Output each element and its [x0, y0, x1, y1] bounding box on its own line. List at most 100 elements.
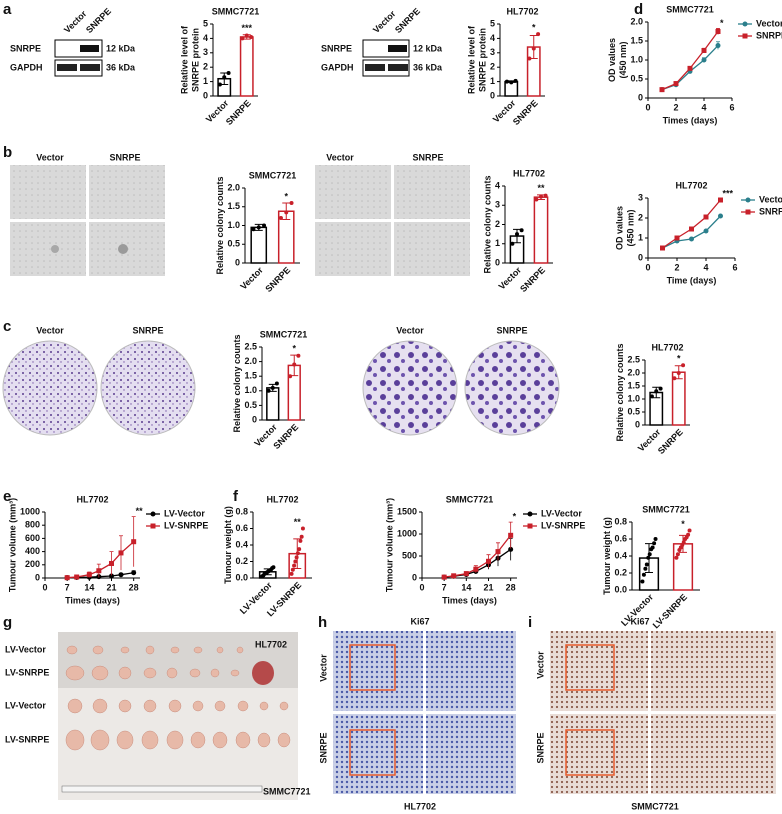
y-tick-label: 600 [25, 533, 40, 543]
image-column: SNRPE [496, 325, 527, 335]
data-point [686, 532, 691, 537]
data-point [251, 227, 256, 232]
data-point [262, 223, 267, 228]
data-point [641, 572, 646, 577]
legend-label: LV-Vector [541, 508, 582, 518]
x-tick-label: SNRPE [656, 427, 685, 456]
panel-letter: i [528, 614, 532, 631]
data-point [222, 75, 227, 80]
y-tick-label: 1 [203, 76, 208, 86]
y-tick-label: 0.5 [244, 400, 257, 410]
y-axis-label: SNRPE protein [190, 28, 200, 92]
y-tick-label: 0.5 [227, 239, 240, 249]
y-tick-label: 0 [490, 90, 495, 100]
data-point [647, 552, 652, 557]
y-tick-label: 0.0 [235, 572, 248, 582]
y-tick-label: 1500 [397, 506, 417, 516]
data-point [539, 194, 543, 199]
marker [703, 228, 709, 234]
legend-label: LV-SNRPE [541, 520, 585, 530]
marker [718, 197, 723, 203]
marker [109, 560, 114, 566]
row-label: SNRPE [535, 732, 545, 763]
marker [451, 573, 457, 579]
chart-title: HL7702 [675, 180, 707, 190]
data-point [289, 201, 294, 205]
marker [660, 245, 665, 251]
y-tick-label: 0 [203, 90, 208, 100]
y-tick-label: 0 [252, 414, 257, 424]
marker [96, 568, 102, 574]
x-axis-label: Times (days) [65, 595, 120, 605]
data-point [289, 571, 294, 576]
stain: Ki67 [410, 616, 429, 626]
y-tick-label: 2.0 [244, 356, 257, 366]
data-point [653, 537, 658, 541]
significance: * [677, 354, 681, 364]
panel-letter: e [3, 488, 11, 505]
legend-marker [742, 33, 748, 39]
blot-row: GAPDH [321, 62, 354, 72]
micrographs: Vector SNRPE Vector SNRPE [10, 152, 470, 276]
y-tick-label: 1.5 [244, 371, 257, 381]
x-tick-label: 28 [129, 582, 139, 592]
data-point [293, 559, 298, 564]
significance: * [513, 511, 517, 521]
x-axis-label: Times (days) [663, 115, 718, 125]
blot-row: GAPDH [10, 62, 43, 72]
y-axis-label: Tumour volume (mm³) [384, 498, 394, 592]
data-point [256, 225, 261, 230]
y-tick-label: 4 [203, 33, 208, 43]
image-column: SNRPE [109, 152, 140, 162]
y-tick-label: 1 [638, 232, 643, 242]
y-tick-label: 1.0 [630, 54, 643, 64]
y-axis-label: (450 nm) [618, 41, 628, 78]
y-tick-label: 5 [203, 18, 208, 28]
blot-band [80, 64, 100, 71]
marker [74, 574, 80, 580]
x-tick-label: 6 [729, 102, 734, 112]
y-tick-label: 0.4 [235, 539, 248, 549]
blot-size: 36 kDa [413, 62, 443, 72]
y-tick-label: 0.8 [614, 516, 627, 526]
ihc: Ki67 Vector SNRPE SMMC7721 [535, 616, 776, 811]
y-tick-label: 0 [412, 572, 417, 582]
marker [674, 235, 680, 241]
panel-letter: g [3, 614, 12, 631]
y-axis-label: Relative colony counts [215, 176, 225, 274]
data-point [249, 34, 254, 39]
image-column: SNRPE [132, 325, 163, 335]
ruler [61, 785, 263, 793]
ihc-image [333, 714, 423, 794]
row-label: LV-SNRPE [5, 667, 49, 677]
marker [508, 532, 514, 538]
data-point [292, 563, 297, 568]
blot-band [80, 45, 99, 52]
data-point [244, 33, 249, 38]
y-tick-label: 2 [490, 62, 495, 72]
marker [118, 572, 124, 578]
bar [250, 226, 268, 264]
micrograph [394, 165, 470, 219]
y-tick-label: 3 [495, 200, 500, 210]
data-point [652, 541, 657, 546]
zoom-box [565, 729, 615, 776]
ihc-image [651, 631, 776, 711]
marker [109, 573, 114, 579]
y-tick-label: 1.0 [244, 385, 257, 395]
stain: Ki67 [630, 616, 649, 626]
legend-marker [150, 523, 156, 529]
y-tick-label: 1000 [20, 506, 40, 516]
image-column: SNRPE [412, 152, 443, 162]
data-point [650, 545, 655, 550]
plate [2, 340, 98, 436]
blot-band [388, 45, 407, 52]
blot-column: Vector [62, 8, 89, 35]
cell-line: SMMC7721 [631, 801, 679, 811]
y-tick-label: 0.5 [630, 73, 643, 83]
y-tick-label: 400 [25, 546, 40, 556]
plates: Vector SNRPE Vector SNRPE [2, 325, 560, 436]
data-point [300, 526, 305, 531]
y-tick-label: 500 [402, 550, 417, 560]
